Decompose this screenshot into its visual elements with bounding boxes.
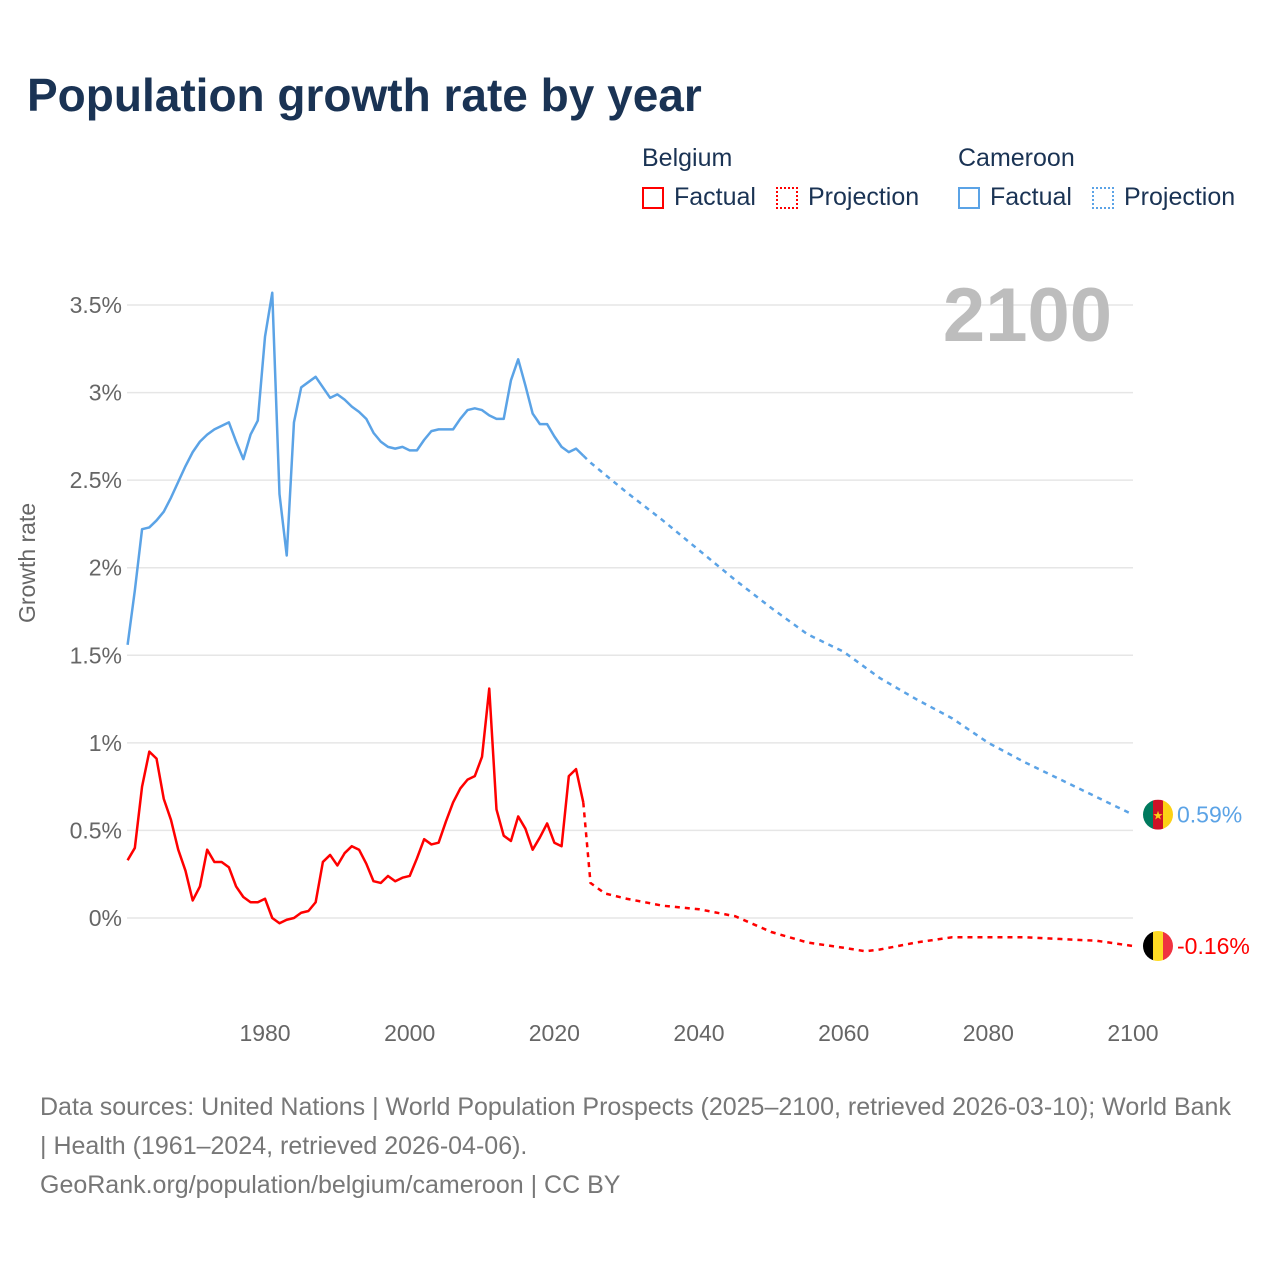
x-tick-label: 2060 [818,1020,869,1046]
legend-cameroon-projection[interactable]: Projection [1123,183,1236,211]
legend-belgium-title: Belgium [642,144,733,172]
end-label-belgium: -0.16% [1177,933,1250,959]
line-cameroon-projection [582,454,1134,816]
end-label-cameroon: 0.59% [1177,802,1242,828]
flag-cameroon-icon: ★ [1143,799,1173,830]
y-tick-label: 3% [89,380,122,406]
flag-belgium-icon [1143,931,1173,962]
legend-swatch-cameroon-projection [1091,186,1114,209]
legend-cameroon-factual[interactable]: Factual [990,183,1072,211]
credit-link[interactable]: GeoRank.org/population/belgium/cameroon … [40,1171,621,1199]
legend-belgium: Belgium Factual Projection [642,144,919,212]
current-year-label: 2100 [942,273,1112,358]
legend-swatch-cameroon-factual [958,186,980,209]
svg-text:★: ★ [1153,809,1164,823]
legend-cameroon: Cameroon Factual Projection [958,144,1235,212]
legend-belgium-factual[interactable]: Factual [674,183,756,211]
y-tick-label: 1% [89,730,122,756]
x-tick-label: 2020 [529,1020,580,1046]
legend-swatch-belgium-factual [642,186,664,209]
chart-title: Population growth rate by year [27,69,702,121]
line-belgium-projection [582,802,1134,953]
x-tick-label: 2040 [673,1020,724,1046]
y-tick-label: 2% [89,555,122,581]
x-tick-label: 1980 [239,1020,290,1046]
line-cameroon-factual [126,291,585,645]
x-tick-label: 2080 [963,1020,1014,1046]
y-tick-label: 0.5% [70,817,122,843]
data-sources: Data sources: United Nations | World Pop… [40,1093,1231,1160]
line-belgium-factual [126,687,585,925]
footer: Data sources: United Nations | World Pop… [40,1088,1240,1205]
y-tick-label: 2.5% [70,467,122,493]
legend-belgium-projection[interactable]: Projection [807,183,920,211]
x-tick-label: 2100 [1107,1020,1158,1046]
y-tick-label: 3.5% [70,292,122,318]
y-tick-label: 1.5% [70,642,122,668]
x-tick-label: 2000 [384,1020,435,1046]
legend-cameroon-title: Cameroon [958,144,1075,172]
y-tick-label: 0% [89,905,122,931]
legend-swatch-belgium-projection [775,186,798,209]
